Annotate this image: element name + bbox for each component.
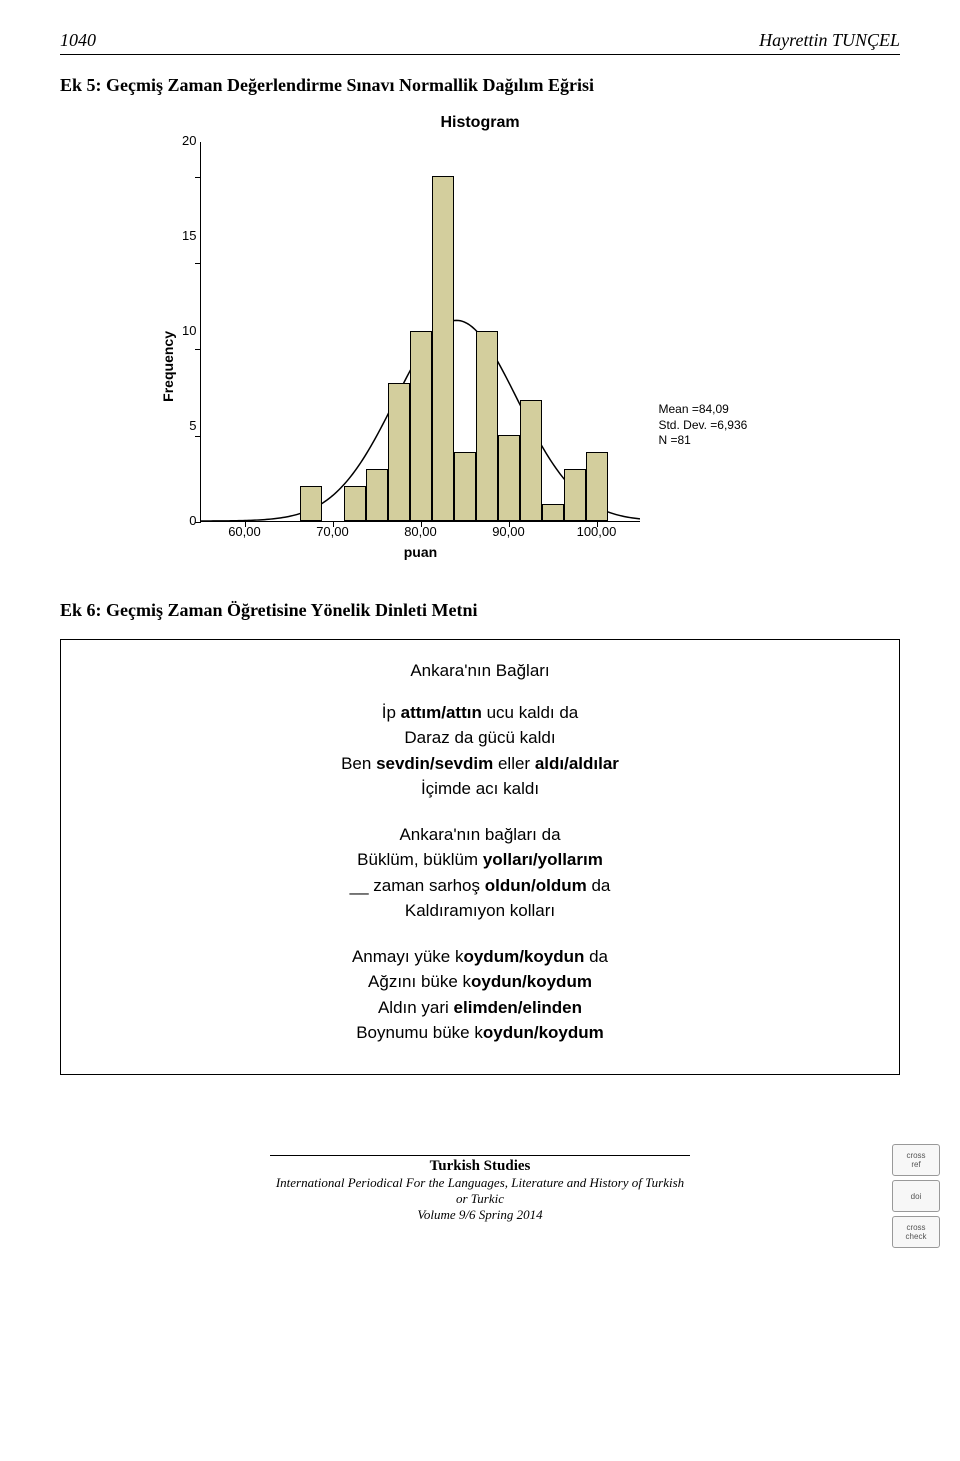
- y-axis-label: Frequency: [160, 301, 176, 402]
- poem-stanza: Anmayı yüke koydum/koydun daAğzını büke …: [83, 944, 877, 1046]
- histogram-stats: Mean =84,09 Std. Dev. =6,936 N =81: [658, 402, 747, 449]
- poem-body: İp attım/attın ucu kaldı daDaraz da gücü…: [83, 700, 877, 1046]
- histogram-title: Histogram: [160, 114, 800, 132]
- poem-line: Aldın yari elimden/elinden: [83, 995, 877, 1021]
- crosscheck-icon: crosscheck: [892, 1216, 940, 1248]
- histogram: Histogram Frequency 20151050 60,00 70,00 8…: [160, 114, 800, 560]
- x-axis-label: puan: [200, 544, 640, 560]
- poem-line: İp attım/attın ucu kaldı da: [83, 700, 877, 726]
- x-tick-label: 80,00: [404, 524, 437, 539]
- histogram-bar: [586, 452, 608, 521]
- y-tick-mark: [195, 349, 201, 350]
- author-name: Hayrettin TUNÇEL: [759, 30, 900, 51]
- poem-line: Ben sevdin/sevdim eller aldı/aldılar: [83, 751, 877, 777]
- y-tick-mark: [195, 177, 201, 178]
- poem-line: İçimde acı kaldı: [83, 776, 877, 802]
- doi-icon: doi: [892, 1180, 940, 1212]
- footer-subtitle: International Periodical For the Languag…: [270, 1175, 690, 1208]
- poem-stanza: Ankara'nın bağları daBüklüm, büklüm yoll…: [83, 822, 877, 924]
- x-tick-label: 70,00: [316, 524, 349, 539]
- histogram-bar: [476, 331, 498, 521]
- poem-line: Ağzını büke koydun/koydum: [83, 969, 877, 995]
- poem-line: Kaldıramıyon kolları: [83, 898, 877, 924]
- histogram-bar: [520, 400, 542, 521]
- poem-stanza: İp attım/attın ucu kaldı daDaraz da gücü…: [83, 700, 877, 802]
- page-header: 1040 Hayrettin TUNÇEL: [60, 30, 900, 55]
- stat-mean: Mean =84,09: [658, 402, 747, 418]
- poem-box: Ankara'nın Bağları İp attım/attın ucu ka…: [60, 639, 900, 1075]
- page-footer: Turkish Studies International Periodical…: [270, 1155, 690, 1224]
- histogram-bar: [366, 469, 388, 521]
- stat-n: N =81: [658, 433, 747, 449]
- y-tick-mark: [195, 436, 201, 437]
- histogram-bar: [564, 469, 586, 521]
- poem-line: Boynumu büke koydun/koydum: [83, 1020, 877, 1046]
- histogram-bar: [388, 383, 410, 521]
- plot-area: [200, 142, 640, 522]
- poem-line: Büklüm, büklüm yolları/yollarım: [83, 847, 877, 873]
- crossref-icon: crossref: [892, 1144, 940, 1176]
- poem-title: Ankara'nın Bağları: [83, 658, 877, 684]
- section-title-ek6: Ek 6: Geçmiş Zaman Öğretisine Yönelik Di…: [60, 600, 900, 621]
- x-tick-label: 90,00: [492, 524, 525, 539]
- y-tick-mark: [195, 263, 201, 264]
- section-title-ek5: Ek 5: Geçmiş Zaman Değerlendirme Sınavı …: [60, 75, 900, 96]
- histogram-bar: [498, 435, 520, 521]
- histogram-bar: [410, 331, 432, 521]
- footer-title: Turkish Studies: [270, 1158, 690, 1175]
- histogram-bar: [454, 452, 476, 521]
- histogram-bar: [432, 176, 454, 521]
- footer-volume: Volume 9/6 Spring 2014: [270, 1207, 690, 1223]
- publisher-logos: crossref doi crosscheck: [892, 1144, 940, 1248]
- page-number: 1040: [60, 30, 96, 51]
- poem-line: __ zaman sarhoş oldun/oldum da: [83, 873, 877, 899]
- x-tick-label: 100,00: [577, 524, 617, 539]
- y-axis-ticks: 20151050: [182, 142, 200, 522]
- poem-line: Ankara'nın bağları da: [83, 822, 877, 848]
- poem-line: Daraz da gücü kaldı: [83, 725, 877, 751]
- poem-line: Anmayı yüke koydum/koydun da: [83, 944, 877, 970]
- histogram-bar: [300, 486, 322, 521]
- x-axis-ticks: 60,00 70,00 80,00 90,00 100,00: [200, 522, 640, 540]
- stat-sd: Std. Dev. =6,936: [658, 418, 747, 434]
- x-tick-label: 60,00: [228, 524, 261, 539]
- histogram-bar: [344, 486, 366, 521]
- histogram-bar: [542, 504, 564, 521]
